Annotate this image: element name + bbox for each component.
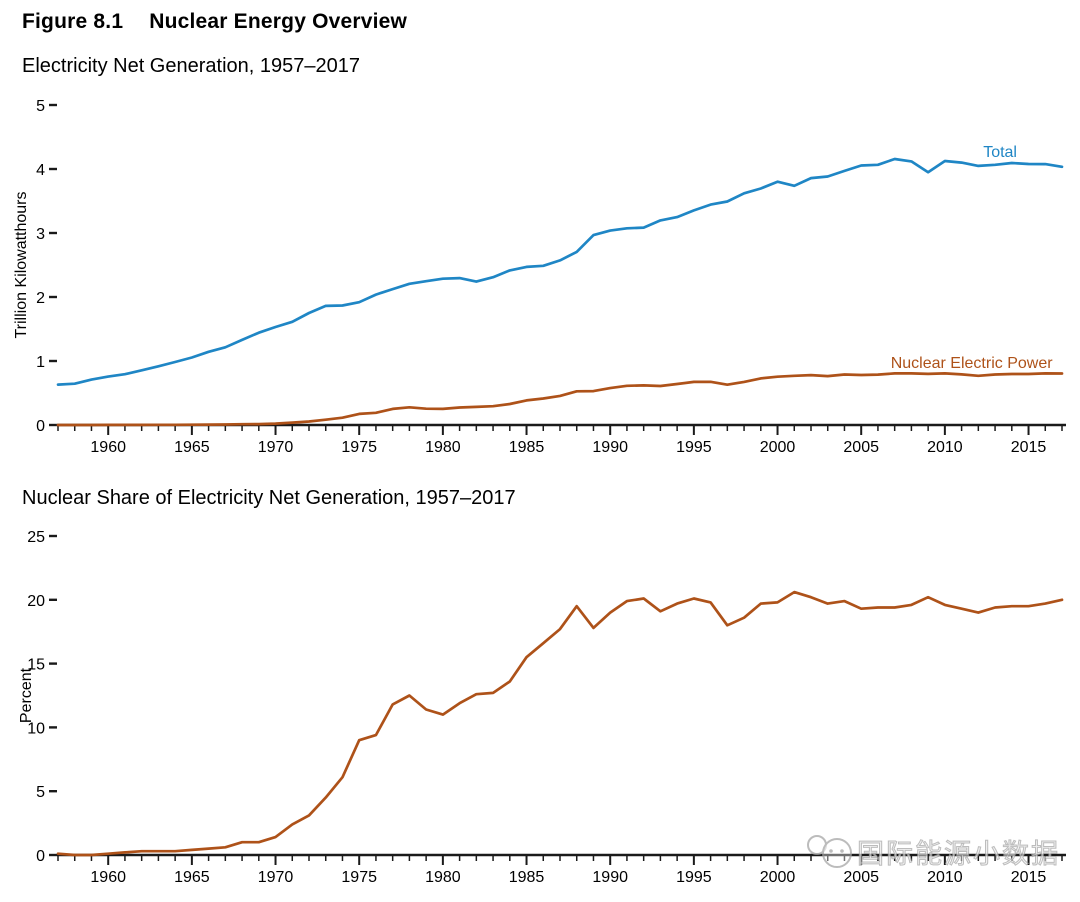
x-tick-label: 2005 (843, 869, 879, 886)
x-tick-label: 1975 (341, 869, 377, 886)
total-line (56, 157, 1064, 386)
y-tick-label: 25 (27, 529, 45, 546)
share-chart: 0 5 10 15 20 25 1960 1965 1970 1975 1980 1985 1990 19… (18, 529, 1066, 886)
share-chart-title: Nuclear Share of Electricity Net Generat… (22, 487, 516, 509)
x-tick-label: 1960 (90, 869, 126, 886)
nuclear-series-label: Nuclear Electric Power (891, 355, 1054, 372)
y-axis-title: Trillion Kilowatthours (13, 191, 30, 338)
y-tick-label: 5 (36, 98, 45, 115)
x-tick-label: 2015 (1011, 439, 1047, 456)
y-tick-label: 4 (36, 162, 45, 179)
y-tick-label: 20 (27, 593, 45, 610)
y-tick-label: 2 (36, 290, 45, 307)
logo-eye-icon (840, 849, 844, 853)
y-tick-label: 5 (36, 784, 45, 801)
watermark-text: 国际能源小数据 (857, 839, 1060, 869)
y-tick-label: 3 (36, 226, 45, 243)
x-tick-label: 1965 (174, 439, 210, 456)
x-tick-label: 1980 (425, 869, 461, 886)
x-tick-label: 1995 (676, 869, 712, 886)
figure-name: Nuclear Energy Overview (149, 10, 408, 33)
x-tick-label: 1960 (90, 439, 126, 456)
x-tick-label: 2010 (927, 869, 963, 886)
x-tick-label: 1990 (592, 439, 628, 456)
y-tick-label: 0 (36, 848, 45, 865)
x-tick-label: 1985 (509, 439, 545, 456)
x-tick-label: 2015 (1011, 869, 1047, 886)
total-series-label: Total (983, 144, 1017, 161)
y-tick-label: 1 (36, 354, 45, 371)
x-tick-label: 2000 (760, 439, 796, 456)
x-tick-label: 1970 (258, 439, 294, 456)
x-tick-label: 1980 (425, 439, 461, 456)
x-tick-label: 2010 (927, 439, 963, 456)
figure-title: Figure 8.1 Nuclear Energy Overview (22, 10, 407, 34)
smiley-logo-icon (822, 838, 852, 868)
watermark: 国际能源小数据 (807, 835, 1060, 870)
generation-chart: 0 1 2 3 4 5 1960 1965 1970 1975 1980 1985 1990 1995 20… (13, 98, 1066, 456)
y-tick-label: 15 (27, 657, 45, 674)
x-tick-label: 1965 (174, 869, 210, 886)
generation-chart-title: Electricity Net Generation, 1957–2017 (22, 55, 360, 77)
x-tick-label: 2000 (760, 869, 796, 886)
y-tick-label: 0 (36, 418, 45, 435)
figure-number: Figure 8.1 (22, 10, 124, 33)
logo-eye-icon (829, 849, 833, 853)
x-tick-label: 1975 (341, 439, 377, 456)
y-axis-title: Percent (18, 667, 35, 723)
x-tick-label: 2005 (843, 439, 879, 456)
y-tick-label: 10 (27, 720, 45, 737)
share-line (56, 590, 1064, 857)
x-tick-label: 1990 (592, 869, 628, 886)
nuclear-line (56, 372, 1064, 427)
x-tick-label: 1985 (509, 869, 545, 886)
x-tick-label: 1995 (676, 439, 712, 456)
x-tick-label: 1970 (258, 869, 294, 886)
